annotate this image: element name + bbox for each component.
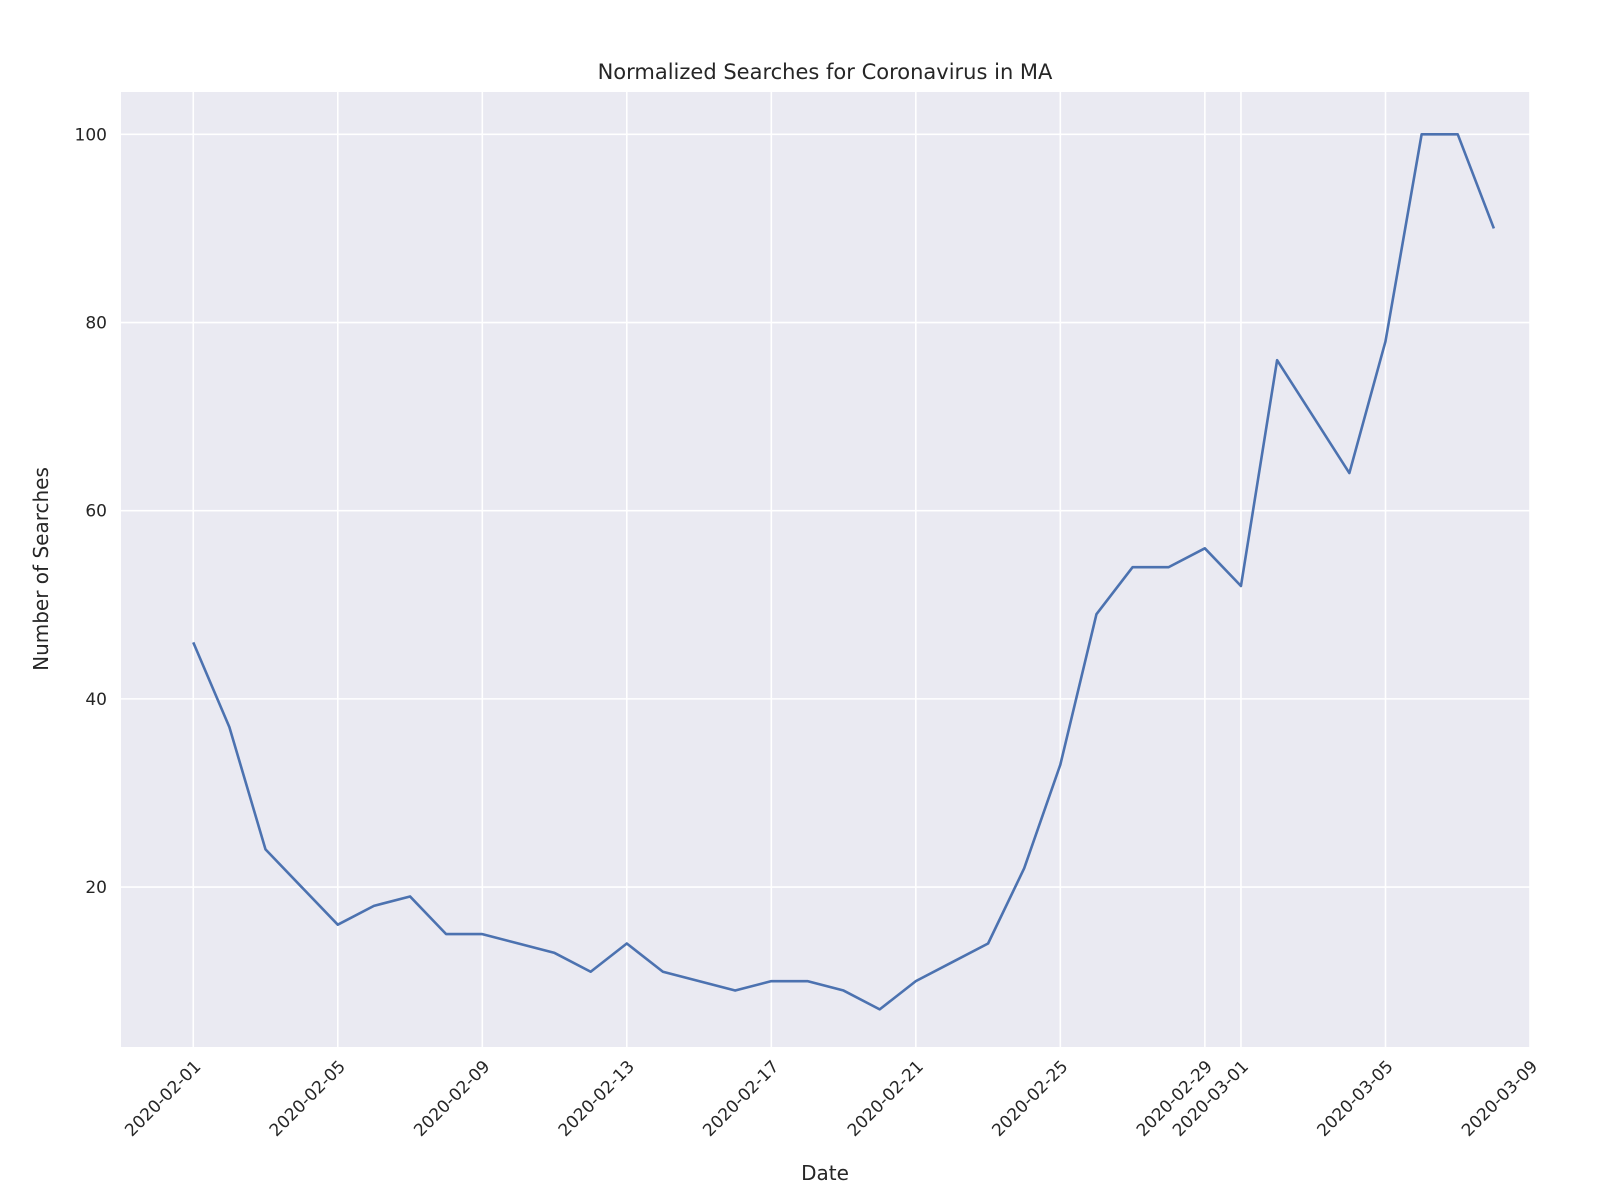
x-tick-label: 2020-02-21 (844, 1057, 928, 1141)
data-point (770, 980, 773, 983)
data-point (1240, 585, 1243, 588)
data-point (336, 923, 339, 926)
y-tick-label: 60 (85, 502, 107, 522)
data-point (192, 641, 195, 644)
x-tick-label: 2020-02-05 (266, 1057, 350, 1141)
data-point (842, 989, 845, 992)
data-point (951, 961, 954, 964)
data-point (1095, 613, 1098, 616)
data-point (1348, 472, 1351, 475)
x-tick-label: 2020-02-13 (555, 1057, 639, 1141)
data-point (373, 905, 376, 908)
data-point (1059, 763, 1062, 766)
data-point (517, 942, 520, 945)
data-point (1493, 227, 1496, 230)
data-point (264, 848, 267, 851)
data-point (409, 895, 412, 898)
data-point (734, 989, 737, 992)
y-tick-label: 40 (85, 690, 107, 710)
data-point (445, 933, 448, 936)
data-point (589, 970, 592, 973)
x-tick-label: 2020-02-17 (699, 1057, 783, 1141)
data-point (806, 980, 809, 983)
data-point (1204, 547, 1207, 550)
x-tick-label: 2020-02-01 (121, 1057, 205, 1141)
data-point (481, 933, 484, 936)
data-point (878, 1008, 881, 1011)
data-point (1167, 566, 1170, 569)
data-point (698, 980, 701, 983)
data-point (1420, 133, 1423, 136)
y-axis-ticks: 20 40 60 80 100 (75, 125, 107, 898)
y-tick-label: 80 (85, 314, 107, 334)
data-point (1023, 867, 1026, 870)
y-axis-title: Number of Searches (29, 467, 53, 671)
data-point (553, 952, 556, 955)
grid-lines (121, 92, 1531, 1047)
x-axis-title: Date (801, 1161, 849, 1185)
y-tick-label: 20 (85, 878, 107, 898)
data-point (1456, 133, 1459, 136)
data-point (662, 970, 665, 973)
data-point (915, 980, 918, 983)
data-point (625, 942, 628, 945)
x-tick-label: 2020-02-25 (988, 1057, 1072, 1141)
series-layer (192, 133, 1496, 1011)
x-tick-label: 2020-02-09 (410, 1057, 494, 1141)
data-point (300, 886, 303, 889)
data-point (228, 726, 231, 729)
x-axis-ticks: 2020-02-01 2020-02-05 2020-02-09 2020-02-13… (121, 1057, 1542, 1141)
y-tick-label: 100 (75, 125, 107, 145)
x-tick-label: 2020-03-09 (1458, 1057, 1542, 1141)
series-line (192, 133, 1496, 1011)
plot-area (121, 92, 1530, 1047)
data-point (1384, 340, 1387, 343)
x-tick-label: 2020-03-05 (1314, 1057, 1398, 1141)
data-point (987, 942, 990, 945)
data-point (1312, 415, 1315, 418)
chart-title: Normalized Searches for Coronavirus in M… (598, 60, 1053, 84)
data-point (1131, 566, 1134, 569)
data-point (1276, 359, 1279, 362)
